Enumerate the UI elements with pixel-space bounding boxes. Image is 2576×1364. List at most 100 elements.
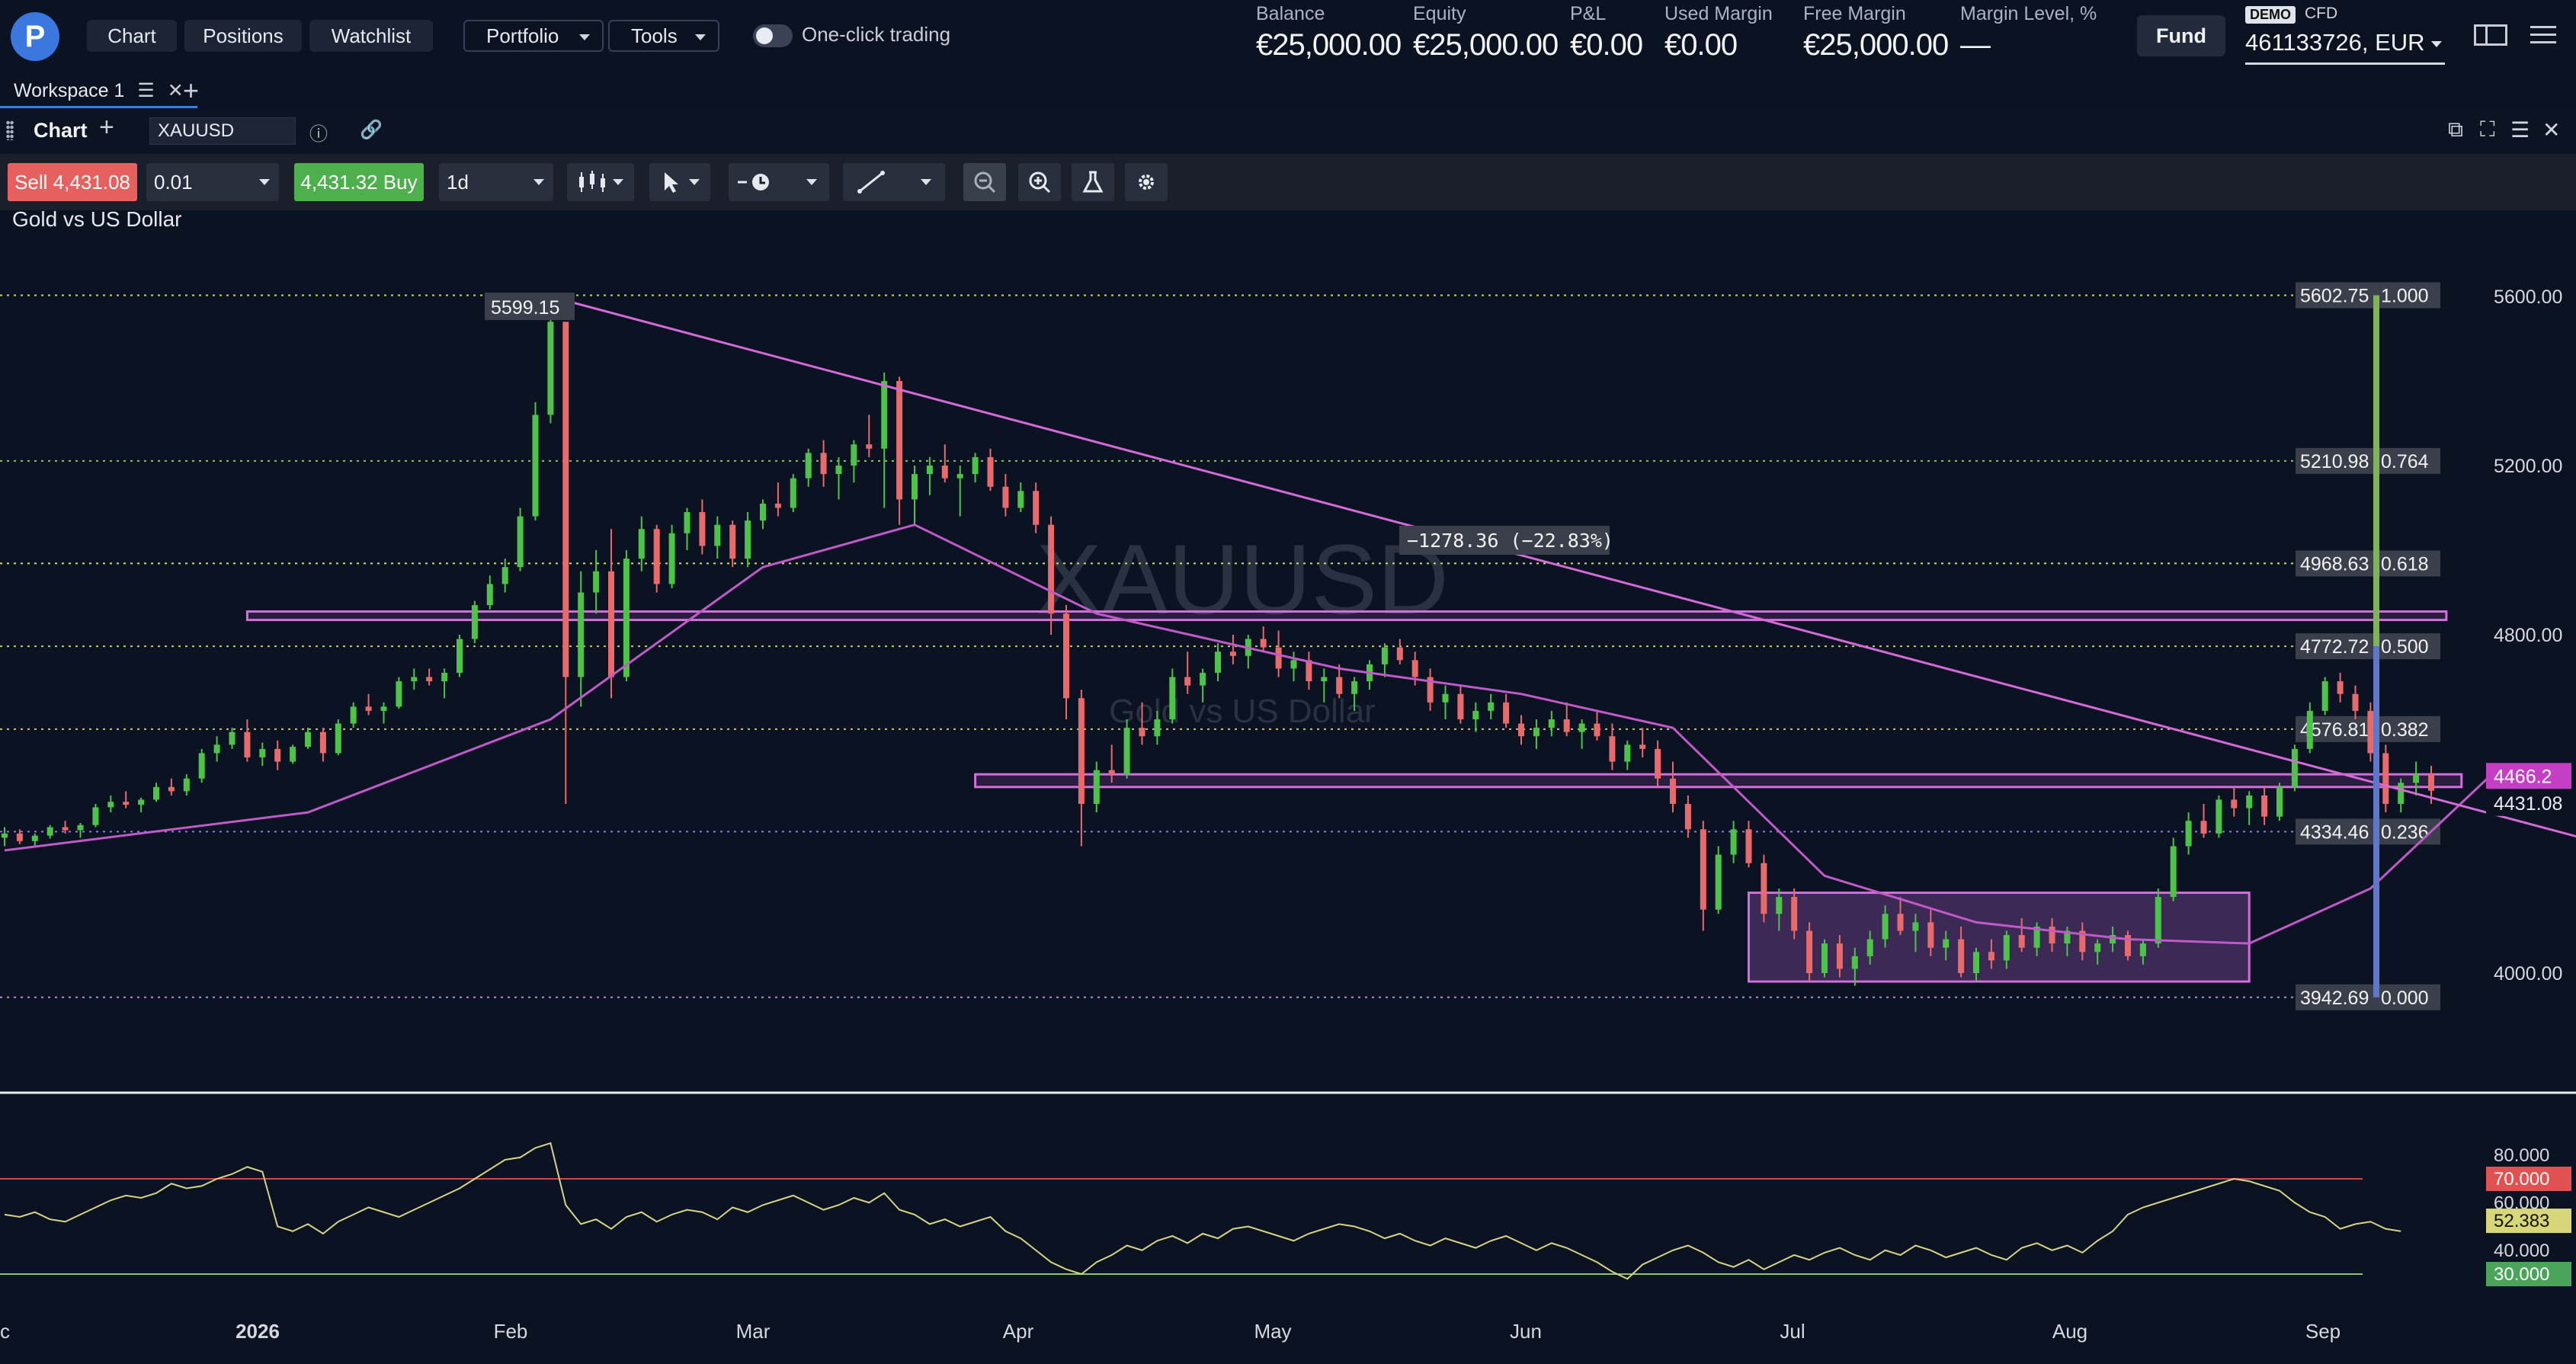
- candle-body: [2125, 935, 2131, 956]
- chart-labels: 5599.15 −1278.36 (−22.83%): [485, 293, 1613, 555]
- list-icon[interactable]: ☰: [137, 80, 155, 101]
- fib-ratio-label: 0.382: [2381, 719, 2429, 741]
- timeframe-select[interactable]: 1d: [439, 163, 553, 201]
- stat-value: —: [1960, 28, 1991, 62]
- hamburger-menu-icon[interactable]: [2530, 24, 2556, 46]
- sell-button[interactable]: Sell 4,431.08: [8, 163, 137, 201]
- layout-icon[interactable]: [2474, 24, 2507, 46]
- flask-icon: [1082, 171, 1104, 193]
- candle-body: [608, 571, 614, 677]
- workspace-tab[interactable]: Workspace 1 ☰ ✕: [0, 73, 197, 108]
- candle-body: [2, 833, 8, 838]
- candle-body: [1821, 943, 1828, 973]
- candle-body: [1730, 829, 1737, 855]
- portfolio-dropdown[interactable]: Portfolio: [463, 20, 604, 52]
- add-chart-icon[interactable]: +: [99, 113, 114, 142]
- link-icon[interactable]: 🔗: [360, 120, 383, 140]
- cursor-tool[interactable]: [649, 163, 710, 201]
- candle-body: [244, 732, 251, 757]
- candle-body: [2398, 783, 2405, 804]
- stat-label: Used Margin: [1664, 3, 1773, 24]
- current-price-box: [2486, 789, 2571, 816]
- time-tick: c: [0, 1320, 10, 1343]
- chart-type-tool[interactable]: [567, 163, 634, 201]
- tools-dropdown[interactable]: Tools: [608, 20, 719, 52]
- time-tick: Feb: [494, 1320, 528, 1343]
- fib-ratio-label: 0.500: [2381, 636, 2429, 658]
- nav-chart-button[interactable]: Chart: [87, 20, 177, 52]
- candle-body: [1229, 652, 1236, 656]
- symbol-input[interactable]: XAUUSD: [149, 117, 296, 145]
- app-logo[interactable]: P: [11, 12, 59, 61]
- fib-levels[interactable]: 5602.75 1.000 5210.98 0.764 4968.63 0.618 4772…: [0, 282, 2440, 1010]
- candle-body: [1078, 698, 1085, 804]
- candle-body: [1639, 744, 1646, 749]
- add-workspace-icon[interactable]: +: [183, 75, 200, 106]
- drag-handle-icon[interactable]: [6, 120, 14, 140]
- account-type-label: CFD: [2305, 5, 2338, 22]
- candle-body: [805, 453, 812, 479]
- quantity-select[interactable]: 0.01: [146, 163, 279, 201]
- info-icon[interactable]: ⓘ: [309, 124, 328, 145]
- candle-body: [16, 833, 23, 841]
- buy-button[interactable]: 4,431.32 Buy: [294, 163, 424, 201]
- maximize-icon[interactable]: ⛶: [2480, 117, 2495, 141]
- candle-body: [1290, 660, 1297, 669]
- account-selector[interactable]: 461133726, EUR: [2245, 29, 2445, 65]
- candle-body: [1123, 728, 1130, 775]
- name-watermark: Gold vs US Dollar: [1109, 693, 1376, 730]
- zones-layer[interactable]: [245, 610, 2463, 983]
- fib-price-label: 5210.98: [2300, 451, 2369, 472]
- candle-body: [1761, 863, 1767, 914]
- candle-body: [259, 748, 266, 757]
- fib-ratio-box: [2376, 447, 2440, 474]
- candle-body: [987, 456, 994, 487]
- candle-body: [1093, 770, 1100, 804]
- fib-ratio-label: 0.618: [2381, 553, 2429, 575]
- candle-body: [653, 529, 660, 584]
- price-chart[interactable]: XAUUSD Gold vs US Dollar 5602.75 1.000521…: [0, 210, 2576, 1364]
- fib-ratio-box: [2376, 550, 2440, 577]
- one-click-trading-toggle[interactable]: [753, 24, 793, 47]
- rsi-level-box: [2486, 1262, 2571, 1286]
- zoom-out-tool[interactable]: [963, 163, 1006, 201]
- zoom-in-icon: [1029, 171, 1051, 194]
- tools-label: Tools: [631, 24, 678, 47]
- candle-body: [1442, 693, 1449, 703]
- close-icon[interactable]: ✕: [167, 80, 184, 101]
- nav-positions-button[interactable]: Positions: [184, 20, 302, 52]
- candle-body: [1851, 956, 1858, 969]
- candles-icon: [579, 171, 605, 192]
- fib-price-box: [2296, 550, 2376, 577]
- fund-button[interactable]: Fund: [2137, 15, 2225, 56]
- candle-body: [213, 744, 220, 754]
- candle-body: [2246, 795, 2253, 808]
- indicators-tool[interactable]: [1072, 163, 1114, 201]
- candle-body: [1988, 952, 1994, 961]
- chevron-down-icon: [533, 179, 544, 185]
- popout-icon[interactable]: ⧉: [2448, 117, 2463, 141]
- time-tick: Jul: [1780, 1320, 1805, 1343]
- close-panel-icon[interactable]: ✕: [2542, 118, 2561, 142]
- time-tool[interactable]: [729, 163, 829, 201]
- nav-watchlist-button[interactable]: Watchlist: [309, 20, 433, 52]
- candle-body: [1503, 702, 1510, 724]
- zoom-in-tool[interactable]: [1018, 163, 1061, 201]
- portfolio-label: Portfolio: [486, 24, 559, 47]
- drawing-tool[interactable]: [843, 163, 945, 201]
- measure-label: −1278.36 (−22.83%): [1407, 530, 1613, 552]
- candle-body: [912, 474, 918, 500]
- moving-average: [4, 524, 2493, 945]
- settings-tool[interactable]: [1125, 163, 1168, 201]
- time-tick: 2026: [235, 1320, 280, 1343]
- candle-body: [1609, 736, 1616, 762]
- candle-body: [1396, 647, 1403, 661]
- trendline-layer[interactable]: [565, 299, 2576, 847]
- fib-ratio-label: 0.000: [2381, 988, 2429, 1009]
- panel-menu-icon[interactable]: ☰: [2510, 118, 2530, 142]
- rsi-tick-label: 80.000: [2494, 1145, 2549, 1166]
- candle-body: [2216, 799, 2222, 834]
- candle-body: [851, 444, 857, 466]
- candle-body: [820, 453, 827, 475]
- logo-glyph: P: [24, 20, 46, 53]
